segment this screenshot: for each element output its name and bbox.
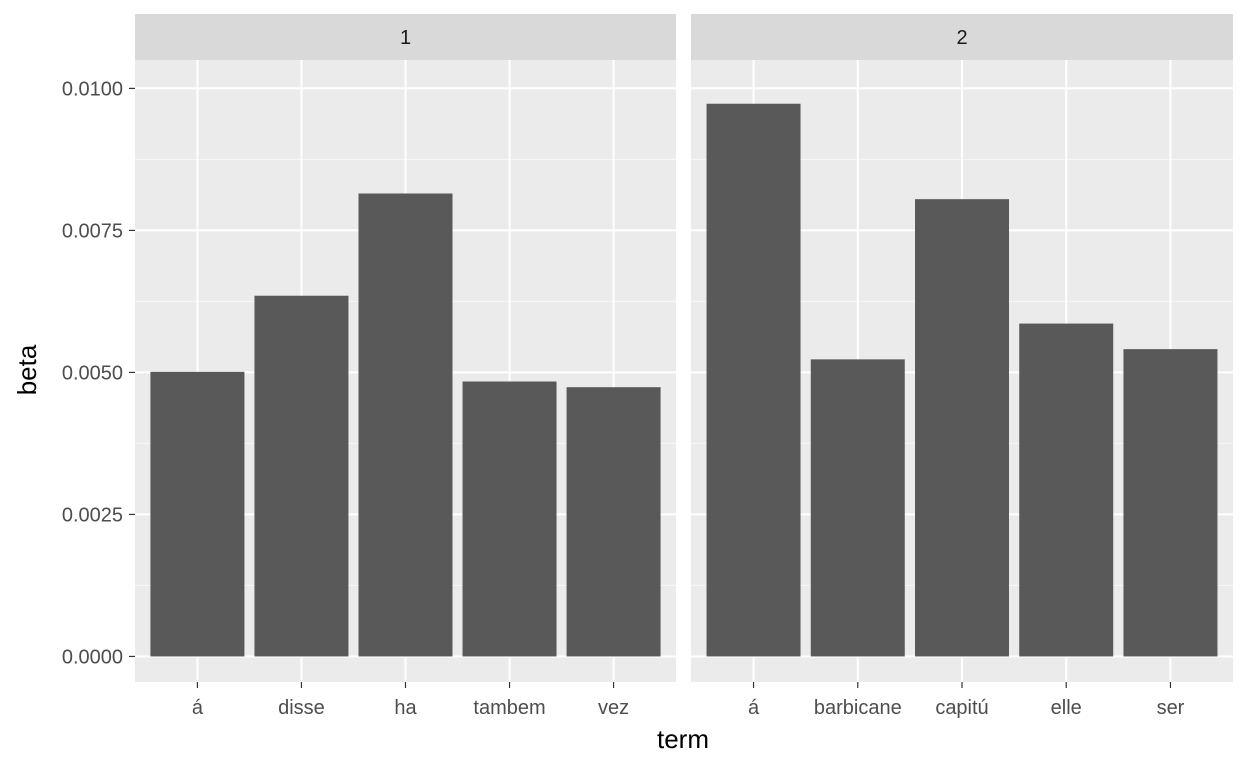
facet-strip <box>691 14 1233 60</box>
x-tick-label: á <box>192 697 204 719</box>
facet-panel-2: 2 á barbicane capitú elle ser <box>691 14 1233 719</box>
y-axis-title: beta <box>12 344 42 395</box>
facet-strip-label: 2 <box>956 27 967 49</box>
bar-1-2 <box>358 193 453 657</box>
x-tick-label: ha <box>394 697 417 719</box>
x-tick-label: barbicane <box>814 697 902 719</box>
bar-2-3 <box>1019 323 1114 657</box>
bar-1-3 <box>462 381 557 657</box>
x-tick-label: capitú <box>935 697 988 719</box>
facet-panels: 1 á disse ha tambem vez 2 á barbicane capitú elle s… <box>135 14 1233 719</box>
bar-1-4 <box>566 387 661 657</box>
y-tick-label: 0.0050 <box>62 362 123 384</box>
x-tick-label: ser <box>1157 697 1185 719</box>
x-tick-label: vez <box>598 697 629 719</box>
x-tick-label: disse <box>278 697 325 719</box>
y-axis: 0.0000 0.0025 0.0050 0.0075 0.0100 <box>62 78 135 668</box>
y-tick-label: 0.0000 <box>62 646 123 668</box>
bar-2-4 <box>1123 349 1218 657</box>
facet-strip-label: 1 <box>400 27 411 49</box>
x-tick-label: elle <box>1051 697 1082 719</box>
bar-2-2 <box>915 199 1009 657</box>
bar-1-0 <box>150 371 245 657</box>
facet-panel-1: 1 á disse ha tambem vez <box>135 14 676 719</box>
x-axis-title: term <box>657 724 709 754</box>
y-tick-label: 0.0075 <box>62 220 123 242</box>
facet-strip <box>135 14 676 60</box>
x-tick-label: á <box>748 697 760 719</box>
bar-2-0 <box>706 103 801 657</box>
x-tick-label: tambem <box>473 697 545 719</box>
bar-2-1 <box>810 359 905 657</box>
y-tick-label: 0.0025 <box>62 504 123 526</box>
y-tick-label: 0.0100 <box>62 78 123 100</box>
bar-1-1 <box>254 295 349 657</box>
